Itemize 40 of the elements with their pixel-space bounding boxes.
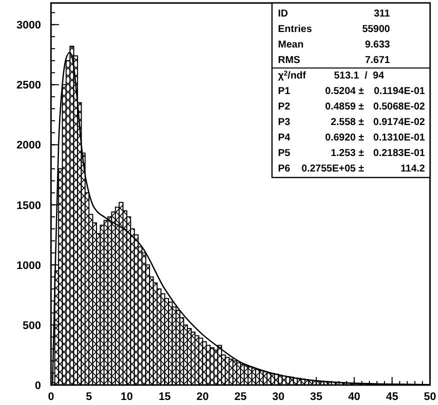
y-tick-label: 2500 [16,80,41,92]
x-tick-label: 30 [272,391,285,403]
x-tick-label: 5 [86,391,92,403]
annotation: 0.5204 ± 0.1194E-01 [325,86,426,97]
annotation: 1.253 ± 0.2183E-01 [330,148,426,159]
annotation: ID [278,8,288,20]
y-tick-label: 1500 [16,200,41,212]
y-tick-label: 0 [34,380,41,392]
x-tick-label: 35 [310,391,322,403]
annotation: 55900 [362,24,390,35]
annotation: 7.671 [364,55,390,66]
annotation: P3 [278,117,291,128]
text: 0.2755E+05 ± 114.2 [302,164,425,174]
annotation: P5 [278,148,291,159]
annotation: 0.4859 ± 0.5068E-02 [325,102,426,112]
annotation: χ$^{2}$/ndf [278,70,307,82]
annotation: P1 [278,86,291,97]
annotation: P6 [278,164,291,174]
x-tick-label: 10 [120,391,133,403]
annotation: P4 [278,132,291,144]
annotation: 0.6920 ± 0.1310E-01 [325,132,426,144]
x-tick-label: 20 [196,391,209,403]
y-tick-label: 1000 [16,260,41,272]
annotation: Mean [278,40,304,50]
x-tick-label: 25 [234,391,247,403]
annotation: RMS [278,55,301,66]
x-tick-label: 0 [48,391,54,403]
x-tick-label: 45 [386,391,398,403]
annotation: 513.1 / 94 [334,70,384,82]
annotation: 2.558 ± 0.9174E-02 [330,117,426,128]
y-tick-label: 500 [22,320,41,332]
x-tick-label: 40 [348,391,360,403]
y-tick-label: 3000 [16,20,41,32]
x-tick-label: 15 [158,391,171,403]
annotation: 9.633 [364,40,390,50]
annotation: 311 [374,8,390,20]
annotation: Entries [278,24,312,35]
y-tick-label: 2000 [16,140,41,152]
annotation: P2 [278,102,291,112]
x-tick-label: 50 [424,391,436,403]
